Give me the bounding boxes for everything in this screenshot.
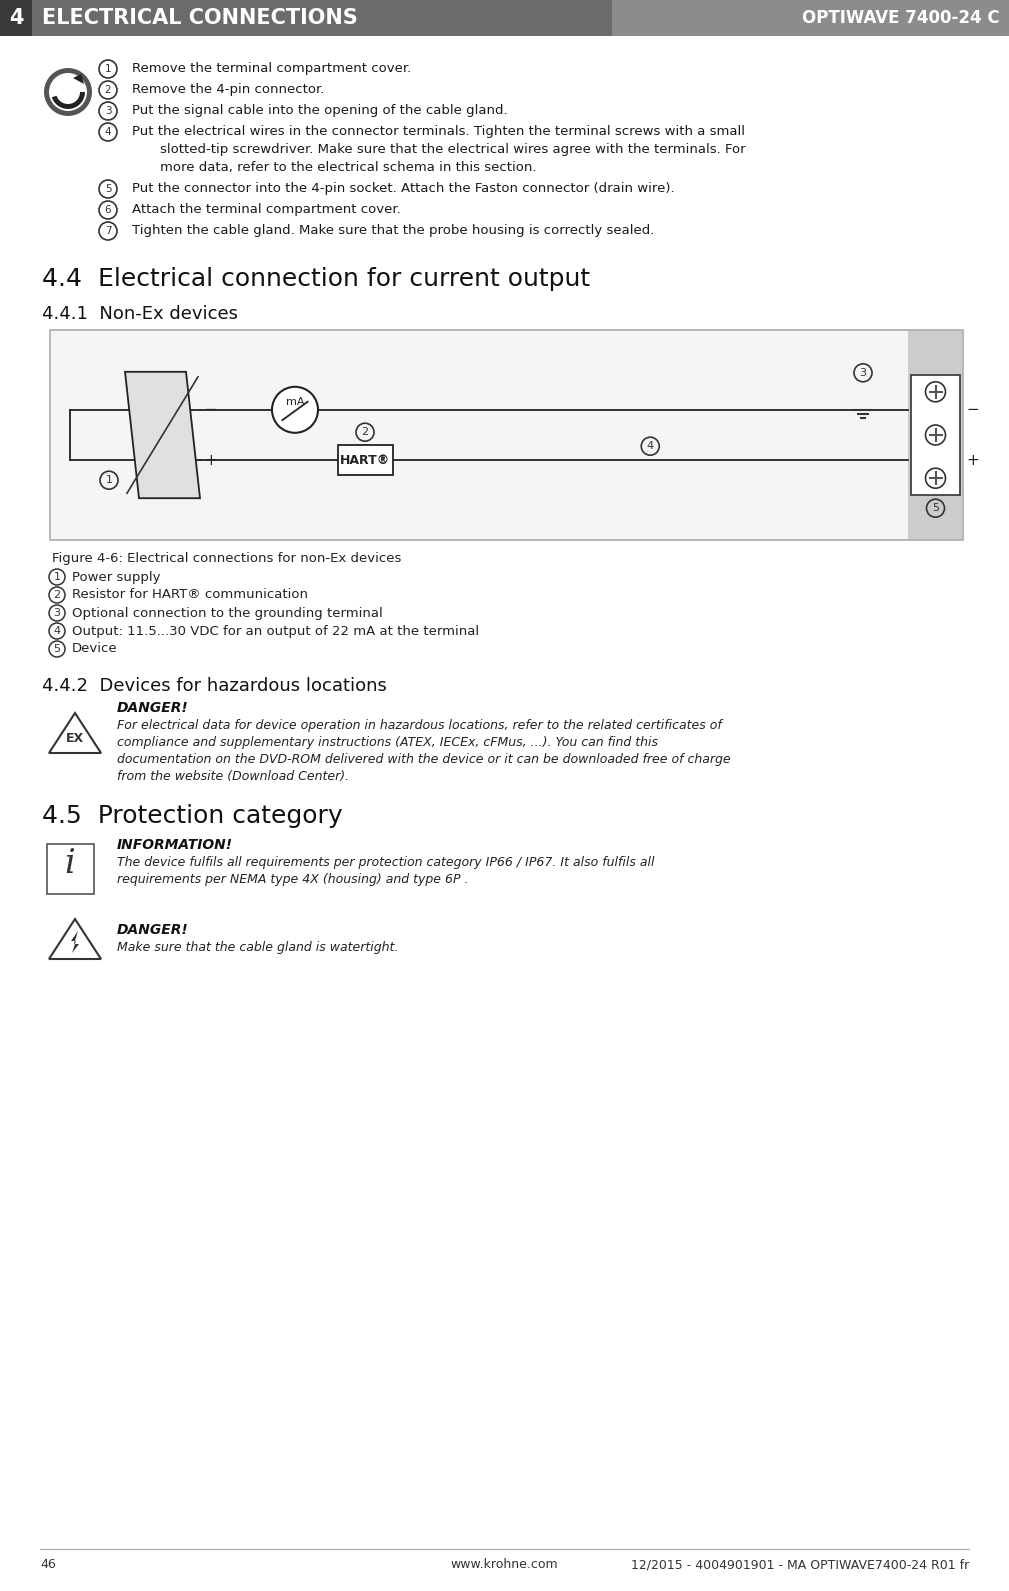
Text: +: +: [204, 453, 217, 468]
Bar: [32, 0, 612, 37]
Polygon shape: [73, 75, 84, 84]
Text: Figure 4-6: Electrical connections for non-Ex devices: Figure 4-6: Electrical connections for n…: [52, 552, 402, 565]
Text: ELECTRICAL CONNECTIONS: ELECTRICAL CONNECTIONS: [42, 8, 358, 29]
Text: 4.5  Protection category: 4.5 Protection category: [42, 803, 343, 827]
Text: 2: 2: [361, 428, 368, 438]
Text: −: −: [204, 403, 217, 417]
Text: Output: 11.5...30 VDC for an output of 22 mA at the terminal: Output: 11.5...30 VDC for an output of 2…: [72, 625, 479, 638]
Text: 1: 1: [105, 64, 111, 75]
Text: 5: 5: [53, 644, 61, 654]
Text: 1: 1: [53, 573, 61, 582]
Circle shape: [925, 425, 945, 445]
Text: INFORMATION!: INFORMATION!: [117, 838, 233, 853]
Bar: [337, 445, 393, 476]
Text: 46: 46: [40, 1558, 55, 1570]
Polygon shape: [71, 931, 79, 953]
Text: 4: 4: [647, 441, 654, 452]
Text: 5: 5: [105, 185, 111, 194]
Text: 3: 3: [53, 608, 61, 617]
Text: 7: 7: [105, 226, 111, 235]
Text: 3: 3: [860, 368, 867, 377]
Text: 4.4  Electrical connection for current output: 4.4 Electrical connection for current ou…: [42, 267, 590, 291]
Bar: [47, 843, 94, 894]
Text: Power supply: Power supply: [72, 571, 160, 584]
Text: Tighten the cable gland. Make sure that the probe housing is correctly sealed.: Tighten the cable gland. Make sure that …: [132, 224, 655, 237]
Text: more data, refer to the electrical schema in this section.: more data, refer to the electrical schem…: [160, 161, 537, 173]
Text: Attach the terminal compartment cover.: Attach the terminal compartment cover.: [132, 204, 401, 216]
Text: Remove the terminal compartment cover.: Remove the terminal compartment cover.: [132, 62, 412, 75]
Text: HART®: HART®: [340, 453, 390, 466]
Polygon shape: [49, 920, 101, 959]
Text: DANGER!: DANGER!: [117, 702, 189, 714]
Text: mA: mA: [286, 396, 305, 407]
Text: 3: 3: [105, 107, 111, 116]
Text: The device fulfils all requirements per protection category IP66 / IP67. It also: The device fulfils all requirements per …: [117, 856, 655, 886]
Text: Put the electrical wires in the connector terminals. Tighten the terminal screws: Put the electrical wires in the connecto…: [132, 126, 745, 138]
Text: Resistor for HART® communication: Resistor for HART® communication: [72, 589, 308, 601]
Text: slotted-tip screwdriver. Make sure that the electrical wires agree with the term: slotted-tip screwdriver. Make sure that …: [160, 143, 746, 156]
Text: 6: 6: [105, 205, 111, 215]
Bar: [911, 375, 960, 495]
Text: 2: 2: [53, 590, 61, 600]
Text: Make sure that the cable gland is watertight.: Make sure that the cable gland is watert…: [117, 940, 399, 955]
Circle shape: [272, 387, 318, 433]
Text: 12/2015 - 4004901901 - MA OPTIWAVE7400-24 R01 fr: 12/2015 - 4004901901 - MA OPTIWAVE7400-2…: [631, 1558, 969, 1570]
Bar: [50, 329, 963, 539]
Text: 4: 4: [105, 127, 111, 137]
Polygon shape: [49, 713, 101, 753]
Text: 4: 4: [53, 625, 61, 636]
Text: EX: EX: [66, 732, 84, 746]
Polygon shape: [51, 92, 85, 110]
Circle shape: [49, 73, 87, 111]
Circle shape: [925, 382, 945, 403]
Text: 4.4.1  Non-Ex devices: 4.4.1 Non-Ex devices: [42, 305, 238, 323]
Text: Device: Device: [72, 643, 118, 655]
Text: For electrical data for device operation in hazardous locations, refer to the re: For electrical data for device operation…: [117, 719, 731, 783]
Text: www.krohne.com: www.krohne.com: [450, 1558, 558, 1570]
Text: +: +: [966, 453, 979, 468]
Text: i: i: [65, 848, 76, 880]
Text: 2: 2: [105, 84, 111, 95]
Bar: [612, 0, 1009, 37]
Bar: [0, 0, 32, 37]
Text: 4: 4: [9, 8, 23, 29]
Bar: [908, 331, 962, 539]
Text: Put the connector into the 4-pin socket. Attach the Faston connector (drain wire: Put the connector into the 4-pin socket.…: [132, 181, 675, 196]
Text: 5: 5: [932, 503, 939, 514]
Circle shape: [44, 68, 92, 116]
Text: 1: 1: [106, 476, 112, 485]
Text: Put the signal cable into the opening of the cable gland.: Put the signal cable into the opening of…: [132, 103, 508, 118]
Text: Optional connection to the grounding terminal: Optional connection to the grounding ter…: [72, 606, 382, 619]
Circle shape: [925, 468, 945, 488]
Text: Remove the 4-pin connector.: Remove the 4-pin connector.: [132, 83, 324, 95]
Polygon shape: [125, 372, 200, 498]
Text: 4.4.2  Devices for hazardous locations: 4.4.2 Devices for hazardous locations: [42, 678, 386, 695]
Text: −: −: [966, 403, 979, 417]
Text: OPTIWAVE 7400-24 C: OPTIWAVE 7400-24 C: [802, 10, 1000, 27]
Text: DANGER!: DANGER!: [117, 923, 189, 937]
